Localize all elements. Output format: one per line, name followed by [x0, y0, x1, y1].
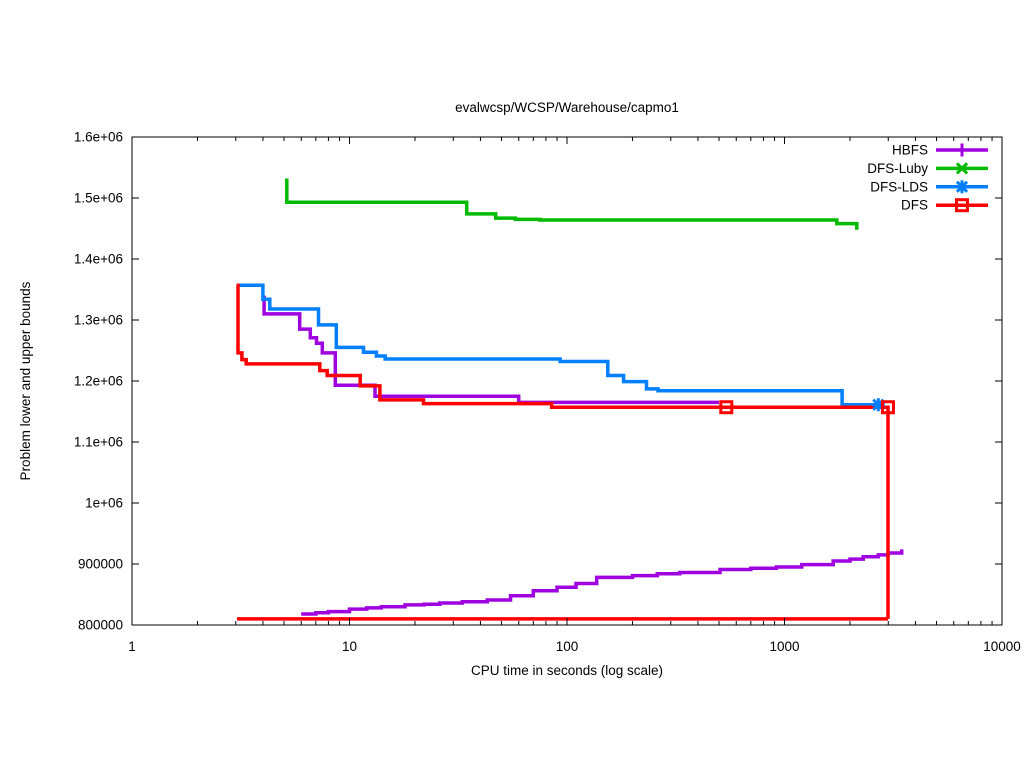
plot-border: [131, 136, 1003, 626]
legend-label-hbfs: HBFS: [892, 143, 928, 158]
x-tick-label: 1: [128, 639, 136, 654]
y-tick-label: 1.6e+06: [74, 130, 123, 145]
legend-label-dfs-lds: DFS-LDS: [870, 179, 928, 194]
y-tick-label: 1.4e+06: [74, 252, 123, 267]
x-tick-label: 10: [342, 639, 357, 654]
dfs-lds-star-marker: [871, 398, 885, 412]
series-line-dfs-upper-bound: [236, 283, 890, 619]
legend-star-marker-icon: [955, 180, 969, 194]
legend-item-dfs-lds: DFS-LDS: [870, 179, 988, 194]
axes-and-ticks-layer: 800000 900000 1e+06 1.1e+06 1.2e+06 1.3e+06 1.…: [74, 130, 1021, 655]
y-tick-label: 1.2e+06: [74, 374, 123, 389]
x-axis-label: CPU time in seconds (log scale): [471, 663, 663, 678]
legend: HBFS DFS-Luby DFS-LDS DFS: [867, 143, 988, 213]
legend-label-dfs-luby: DFS-Luby: [867, 161, 928, 176]
series-line-hbfs-upper-bound: [262, 295, 719, 405]
x-tick-label: 1000: [769, 639, 799, 654]
y-tick-label: 1.5e+06: [74, 191, 123, 206]
y-tick-label: 1e+06: [85, 496, 123, 511]
series-line-dfs-lds-upper-bound: [236, 283, 879, 407]
dfs-square-marker: [880, 400, 895, 415]
point-marker-layer: [719, 398, 895, 415]
y-axis-label: Problem lower and upper bounds: [18, 281, 33, 480]
y-tick-label: 900000: [78, 557, 123, 572]
legend-square-marker-icon: [955, 198, 969, 213]
y-tick-label: 1.3e+06: [74, 313, 123, 328]
chart-title: evalwcsp/WCSP/Warehouse/capmo1: [455, 100, 679, 115]
legend-item-hbfs: HBFS: [892, 143, 988, 158]
legend-item-dfs: DFS: [901, 198, 988, 213]
legend-item-dfs-luby: DFS-Luby: [867, 161, 988, 176]
y-tick-label: 1.1e+06: [74, 435, 123, 450]
x-tick-label: 100: [556, 639, 579, 654]
dfs-square-marker: [719, 400, 734, 415]
series-line-hbfs-lower-bound: [301, 549, 904, 616]
series-line-dfs-luby-upper-bound: [285, 178, 859, 230]
x-tick-label: 10000: [983, 639, 1021, 654]
data-series-layer: [236, 178, 904, 621]
legend-cross-marker-icon: [955, 162, 969, 175]
y-tick-label: 800000: [78, 618, 123, 633]
legend-plus-marker-icon: [955, 143, 969, 157]
legend-label-dfs: DFS: [901, 198, 928, 213]
